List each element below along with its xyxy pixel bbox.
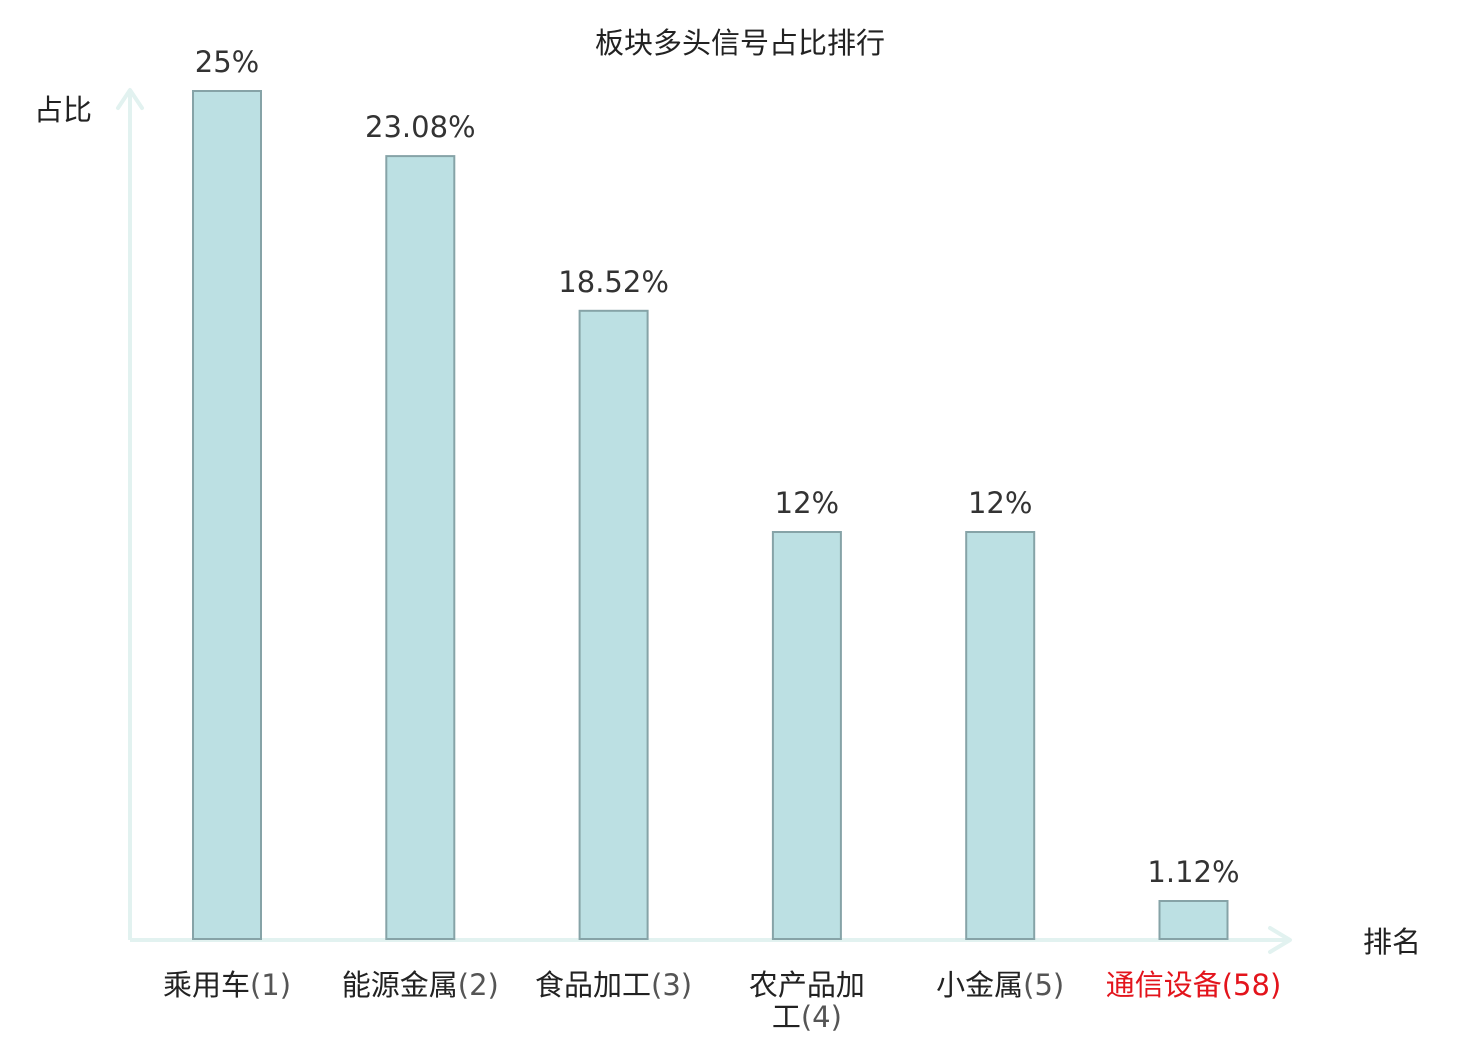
value-label: 12% [968,486,1032,520]
category-rank: (3) [651,968,692,1002]
bar [771,531,842,940]
category-name: 食品加工 [535,968,651,1002]
x-axis [130,926,1292,954]
bar [965,531,1036,940]
category-label: 能源金属(2) [342,968,499,1002]
category-rank: (5) [1023,968,1064,1002]
category-label: 通信设备(58) [1106,968,1282,1002]
x-axis-label: 排名 [1363,925,1421,959]
value-label: 18.52% [558,265,669,299]
category-label: 小金属(5) [936,968,1064,1002]
category-rank: (58) [1222,968,1282,1002]
category-labels: 乘用车(1) 能源金属(2) 食品加工(3) 农产品加工(4)小金属(5) 通信设备(5… [163,968,1281,1034]
value-labels: 25% 23.08% 18.52% 12% 12% 1.12% [195,45,1240,889]
value-label: 12% [775,486,839,520]
bar [385,155,456,941]
value-label: 23.08% [365,110,476,144]
category-name: 乘用车 [163,968,250,1002]
bars [192,90,1229,941]
category-name: 能源金属 [342,968,458,1002]
category-rank: (1) [250,968,291,1002]
category-rank: (2) [458,968,499,1002]
value-label: 1.12% [1147,855,1239,889]
category-label: 乘用车(1) [163,968,291,1002]
chart-title: 板块多头信号占比排行 [595,26,885,60]
category-label: 食品加工(3) [535,968,692,1002]
bar [192,90,262,940]
bar [1158,900,1229,940]
category-name: 工 [772,1000,801,1034]
category-rank: (4) [801,1000,842,1034]
category-name: 农产品加 [749,968,865,1002]
category-name: 小金属 [936,968,1023,1002]
y-axis-label: 占比 [34,93,92,127]
bar [578,309,649,940]
y-axis [116,88,144,940]
value-label: 25% [195,45,259,79]
category-label: 农产品加工(4) [749,968,865,1034]
category-name: 通信设备 [1106,968,1222,1002]
